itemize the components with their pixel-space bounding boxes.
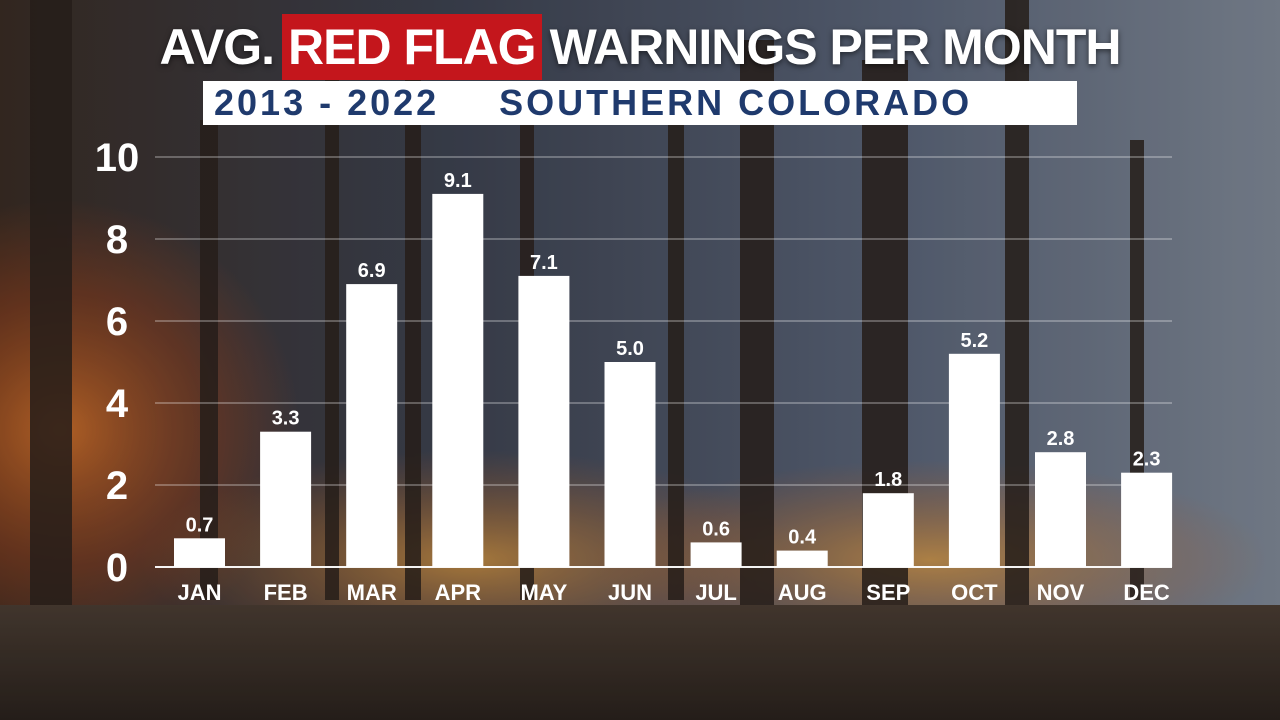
x-tick-label-jul: JUL [695,580,737,605]
value-label-feb: 3.3 [272,408,300,430]
x-tick-label-aug: AUG [778,580,827,605]
x-tick-label-feb: FEB [264,580,308,605]
x-axis-labels: JAN FEB MAR APR MAY JUN JUL AUG SEP OCT NOV DEC [177,580,1169,605]
gridlines [155,156,1172,568]
y-tick-label: 6 [106,300,128,344]
bar-mar [346,284,398,567]
value-label-sep: 1.8 [874,469,902,491]
value-label-dec: 2.3 [1133,449,1161,471]
y-tick-label: 2 [106,464,128,508]
bar-sep [862,493,914,567]
value-label-nov: 2.8 [1047,428,1075,450]
x-tick-label-jun: JUN [608,580,652,605]
y-axis-ticks: 0 2 4 6 8 10 [95,136,140,590]
value-label-apr: 9.1 [444,170,472,192]
value-label-may: 7.1 [530,252,558,274]
bar-feb [260,431,312,567]
x-tick-label-sep: SEP [866,580,910,605]
bar-jul [690,542,742,567]
bar-dec [1121,472,1173,567]
chart-subtitle: 2013 - 2022 SOUTHERN COLORADO [203,81,1077,125]
value-label-aug: 0.4 [788,527,817,549]
bars [174,193,1173,567]
value-label-jul: 0.6 [702,518,730,540]
x-tick-label-apr: APR [435,580,482,605]
bar-aug [776,550,828,567]
bar-jun [604,362,656,567]
x-tick-label-nov: NOV [1037,580,1085,605]
bar-nov [1035,452,1086,567]
title-highlight: RED FLAG [282,14,542,80]
bar-jan [174,538,225,567]
subtitle-years: 2013 - 2022 [214,82,440,123]
value-label-jan: 0.7 [186,514,214,536]
value-label-oct: 5.2 [960,330,988,352]
title-prefix: AVG. [159,19,276,75]
y-tick-label: 10 [95,136,140,180]
value-label-jun: 5.0 [616,338,644,360]
x-tick-label-oct: OCT [951,580,998,605]
value-labels: 0.7 3.3 6.9 9.1 7.1 5.0 0.6 0.4 1.8 5.2 2.8 2.3 [186,170,1161,549]
bar-apr [432,193,484,567]
bar-may [518,275,570,567]
y-tick-label: 4 [106,382,129,426]
title-suffix: WARNINGS PER MONTH [549,19,1122,75]
chart-title: AVG. RED FLAG WARNINGS PER MONTH [0,14,1280,80]
x-tick-label-mar: MAR [347,580,397,605]
x-tick-label-may: MAY [520,580,567,605]
x-tick-label-dec: DEC [1123,580,1170,605]
bar-oct [948,353,1000,567]
y-tick-label: 8 [106,218,128,262]
value-label-mar: 6.9 [358,260,386,282]
subtitle-region: SOUTHERN COLORADO [499,82,973,123]
x-tick-label-jan: JAN [177,580,221,605]
y-tick-label: 0 [106,546,128,590]
